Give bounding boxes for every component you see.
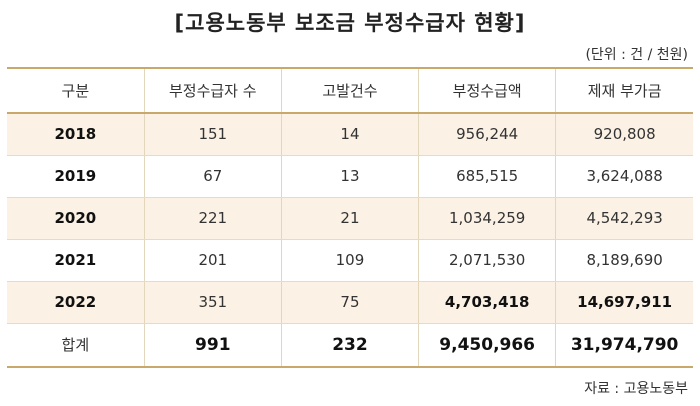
source-note: 자료 : 고용노동부 — [584, 381, 688, 397]
accusation-count-cell: 75 — [280, 281, 419, 324]
table-row: 2019 67 13 685,515 3,624,088 — [7, 155, 693, 198]
fraud-count-cell: 351 — [143, 281, 282, 324]
penalty-surcharge-cell: 920,808 — [555, 113, 693, 156]
header-penalty-surcharge: 제재 부가금 — [555, 67, 693, 114]
accusation-count-cell: 14 — [280, 113, 419, 156]
fraud-count-cell: 67 — [143, 155, 282, 198]
row-year: 2019 — [7, 155, 145, 198]
fraud-amount-cell: 956,244 — [418, 113, 556, 156]
penalty-surcharge-cell: 8,189,690 — [555, 239, 693, 282]
fraud-amount-cell: 2,071,530 — [418, 239, 556, 282]
row-year: 2020 — [7, 197, 145, 240]
table-row: 2018 151 14 956,244 920,808 — [7, 113, 693, 156]
penalty-surcharge-cell: 14,697,911 — [555, 281, 693, 324]
subsidy-fraud-table: 구분 부정수급자 수 고발건수 부정수급액 제재 부가금 2018 151 14… — [7, 67, 693, 368]
penalty-surcharge-cell: 4,542,293 — [555, 197, 693, 240]
total-accusation-count: 232 — [280, 323, 419, 368]
accusation-count-cell: 13 — [280, 155, 419, 198]
fraud-amount-cell: 1,034,259 — [418, 197, 556, 240]
total-fraud-amount: 9,450,966 — [418, 323, 556, 368]
total-fraud-count: 991 — [143, 323, 282, 368]
penalty-surcharge-cell: 3,624,088 — [555, 155, 693, 198]
accusation-count-cell: 109 — [280, 239, 419, 282]
row-year: 2022 — [7, 281, 145, 324]
table-title: [고용노동부 보조금 부정수급자 현황] — [174, 11, 526, 35]
header-fraud-count: 부정수급자 수 — [143, 67, 282, 114]
header-row: 구분 부정수급자 수 고발건수 부정수급액 제재 부가금 — [7, 67, 693, 114]
total-label: 합계 — [7, 323, 145, 368]
header-category: 구분 — [7, 67, 145, 114]
fraud-count-cell: 201 — [143, 239, 282, 282]
row-year: 2018 — [7, 113, 145, 156]
fraud-amount-cell: 4,703,418 — [418, 281, 556, 324]
fraud-count-cell: 151 — [143, 113, 282, 156]
table-row: 2020 221 21 1,034,259 4,542,293 — [7, 197, 693, 240]
header-fraud-amount: 부정수급액 — [418, 67, 556, 114]
header-accusation-count: 고발건수 — [280, 67, 419, 114]
accusation-count-cell: 21 — [280, 197, 419, 240]
total-penalty-surcharge: 31,974,790 — [555, 323, 693, 368]
fraud-count-cell: 221 — [143, 197, 282, 240]
fraud-amount-cell: 685,515 — [418, 155, 556, 198]
row-year: 2021 — [7, 239, 145, 282]
total-row: 합계 991 232 9,450,966 31,974,790 — [7, 323, 693, 368]
unit-note: (단위 : 건 / 천원) — [585, 47, 688, 63]
table-row: 2021 201 109 2,071,530 8,189,690 — [7, 239, 693, 282]
table-row: 2022 351 75 4,703,418 14,697,911 — [7, 281, 693, 324]
